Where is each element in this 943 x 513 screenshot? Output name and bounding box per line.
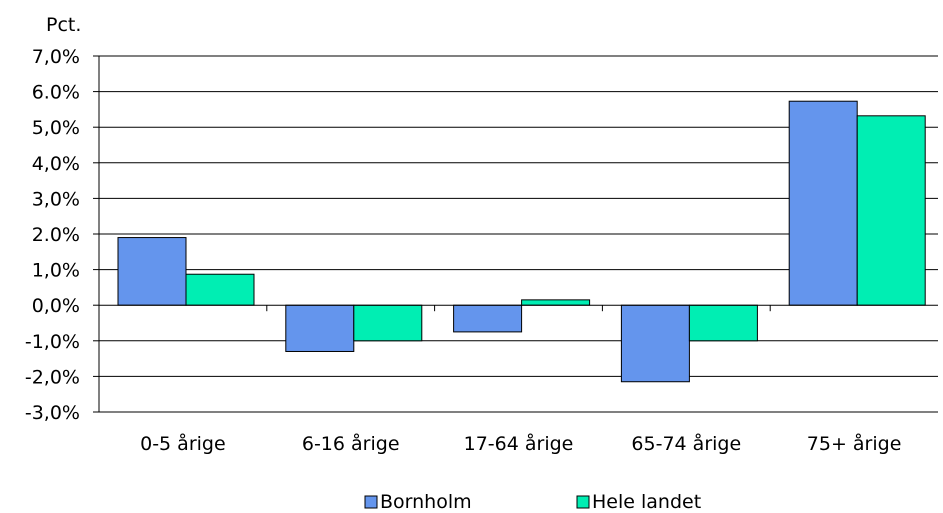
bar-bornholm	[117, 237, 187, 306]
bar-hele-landet	[856, 115, 926, 306]
x-tick-label: 17-64 årige	[464, 432, 574, 455]
bar-hele-landet	[521, 299, 591, 306]
bar-bornholm	[453, 304, 523, 333]
y-tick-label: 7,0%	[32, 46, 80, 68]
bar-bornholm	[620, 304, 690, 383]
legend-label: Hele landet	[592, 491, 701, 513]
y-tick-label: 0,0%	[32, 295, 80, 317]
y-tick-label: 6.0%	[32, 82, 80, 104]
y-tick-label: 4,0%	[32, 153, 80, 175]
legend-label: Bornholm	[380, 491, 472, 513]
y-tick-label: 5,0%	[32, 117, 80, 139]
x-tick-label: 6-16 årige	[302, 432, 400, 455]
bar-hele-landet	[688, 304, 758, 342]
x-tick-label: 65-74 årige	[631, 432, 741, 455]
bars	[117, 100, 926, 383]
bar-bornholm	[285, 304, 355, 352]
axes	[98, 56, 938, 412]
y-tick-labels: 7,0% 6.0% 5,0% 4,0% 3,0% 2.0% 1,0% 0,0% -1,0% -2,…	[25, 46, 80, 424]
legend-swatch	[364, 495, 378, 509]
legend: Bornholm Hele landet	[364, 491, 701, 513]
x-tick-label: 75+ årige	[807, 432, 902, 455]
y-tick-label: -3,0%	[25, 402, 80, 424]
x-tick-labels: 0-5 årige 6-16 årige 17-64 årige 65-74 årig…	[140, 432, 901, 455]
x-tick-label: 0-5 årige	[140, 432, 226, 455]
y-axis-unit-label: Pct.	[46, 14, 81, 36]
y-tick-label: 1,0%	[32, 260, 80, 282]
bar-bornholm	[788, 100, 858, 306]
y-tick-label: 2.0%	[32, 224, 80, 246]
y-tick-label: -1,0%	[25, 331, 80, 353]
y-tick-label: 3,0%	[32, 188, 80, 210]
bar-hele-landet	[353, 304, 423, 342]
legend-swatch	[576, 495, 590, 509]
bar-hele-landet	[185, 273, 255, 306]
y-tick-label: -2,0%	[25, 366, 80, 388]
